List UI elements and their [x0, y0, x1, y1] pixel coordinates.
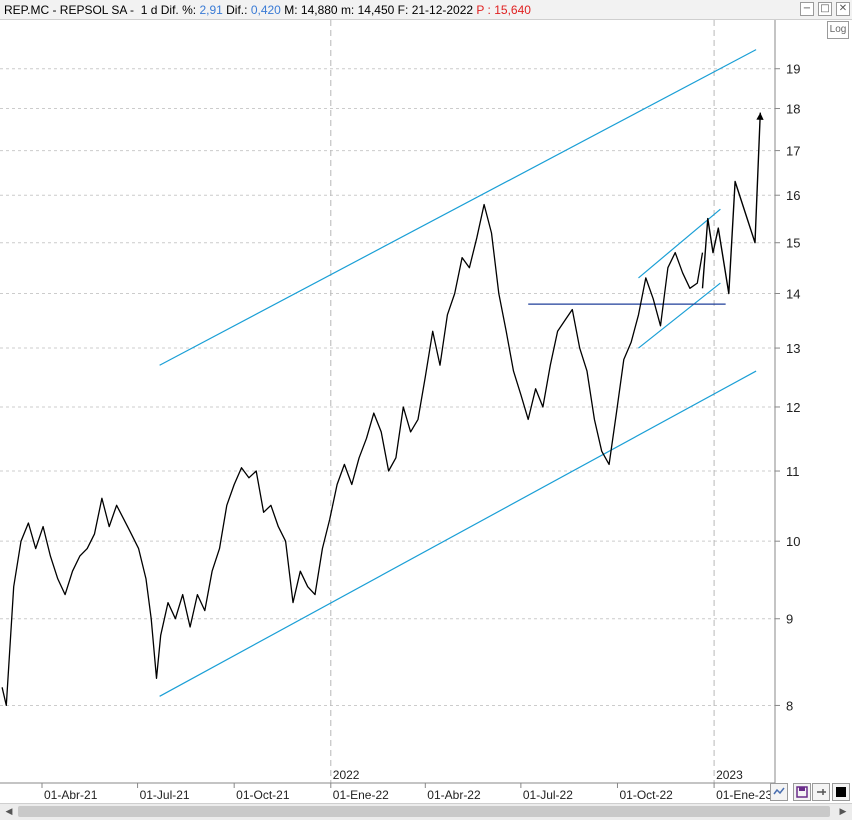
minimize-button[interactable]: −: [800, 2, 814, 16]
color-swatch-icon[interactable]: [832, 783, 850, 801]
scroll-left-icon[interactable]: ◀: [5, 807, 13, 817]
y-tick-label: 12: [786, 400, 800, 415]
grid: [0, 68, 775, 706]
channel-upper-line: [159, 49, 757, 366]
y-tick-label: 19: [786, 62, 800, 77]
x-tick-label: 01-Jul-21: [140, 788, 190, 802]
y-tick-label: 14: [786, 287, 800, 302]
x-axis-ticks: 01-Abr-21 01-Jul-21 01-Oct-21 01-Ene-22 01-A…: [41, 783, 772, 802]
price-line: [1, 203, 704, 707]
max-value: 14,880: [300, 3, 338, 17]
y-tick-label: 8: [786, 698, 793, 713]
price-series: [1, 112, 764, 707]
y-axis-ticks: 8 9 10 11 12 13 14 15 16 17 18 19: [775, 62, 800, 713]
pin-icon[interactable]: [812, 783, 830, 801]
change-label: Dif.:: [226, 3, 248, 17]
log-scale-toggle[interactable]: Log: [827, 21, 849, 39]
price-label: P :: [476, 3, 491, 17]
y-tick-label: 9: [786, 612, 793, 627]
change-value: 0,420: [250, 3, 281, 17]
projection-arrowhead: [756, 112, 764, 120]
interval-label[interactable]: 1 d: [140, 3, 158, 17]
price-chart[interactable]: 2022 2023 8 9 10 11 12 13 14 15 16 17 18 19 01-Abr-2…: [0, 20, 852, 803]
x-tick-label: 01-Ene-23: [716, 788, 772, 802]
x-tick-label: 01-Oct-21: [236, 788, 290, 802]
save-icon[interactable]: [793, 783, 811, 801]
horizontal-scrollbar[interactable]: ◀ ▶: [0, 803, 852, 820]
x-tick-label: 01-Abr-21: [44, 788, 98, 802]
price-value: 15,640: [494, 3, 531, 17]
chart-header: REP.MC - REPSOL SA - 1 d Dif. %: 2,91 Di…: [0, 0, 852, 20]
min-value: 14,450: [357, 3, 395, 17]
y-tick-label: 15: [786, 236, 800, 251]
channel-inner-upper-line: [638, 208, 721, 279]
y-tick-label: 17: [786, 144, 800, 159]
channel-inner-lower-line: [638, 282, 721, 349]
year-label: 2022: [333, 768, 360, 782]
y-tick-label: 13: [786, 341, 800, 356]
pct-change-value: 2,91: [199, 3, 223, 17]
restore-button[interactable]: □: [818, 2, 832, 16]
y-tick-label: 11: [786, 464, 800, 479]
x-tick-label: 01-Jul-22: [523, 788, 573, 802]
indicator-tool-icon[interactable]: [770, 783, 788, 801]
y-tick-label: 18: [786, 102, 800, 117]
close-button[interactable]: ✕: [836, 2, 850, 16]
quote-summary: REP.MC - REPSOL SA - 1 d Dif. %: 2,91 Di…: [4, 3, 531, 17]
trend-lines: [159, 49, 757, 697]
symbol-label: REP.MC - REPSOL SA -: [4, 3, 135, 17]
date-value: 21-12-2022: [411, 3, 474, 17]
x-tick-label: 01-Oct-22: [619, 788, 673, 802]
min-label: m:: [340, 3, 355, 17]
year-markers: 2022 2023: [330, 20, 743, 783]
year-label: 2023: [716, 768, 743, 782]
scroll-right-icon[interactable]: ▶: [839, 807, 847, 817]
x-tick-label: 01-Abr-22: [427, 788, 481, 802]
y-tick-label: 16: [786, 188, 800, 203]
projection-line: [701, 112, 761, 295]
y-tick-label: 10: [786, 534, 800, 549]
max-label: M:: [284, 3, 298, 17]
scroll-thumb[interactable]: [18, 806, 830, 817]
channel-lower-line: [159, 370, 757, 697]
x-tick-label: 01-Ene-22: [333, 788, 389, 802]
date-label: F:: [397, 3, 409, 17]
pct-change-label: Dif. %:: [160, 3, 197, 17]
